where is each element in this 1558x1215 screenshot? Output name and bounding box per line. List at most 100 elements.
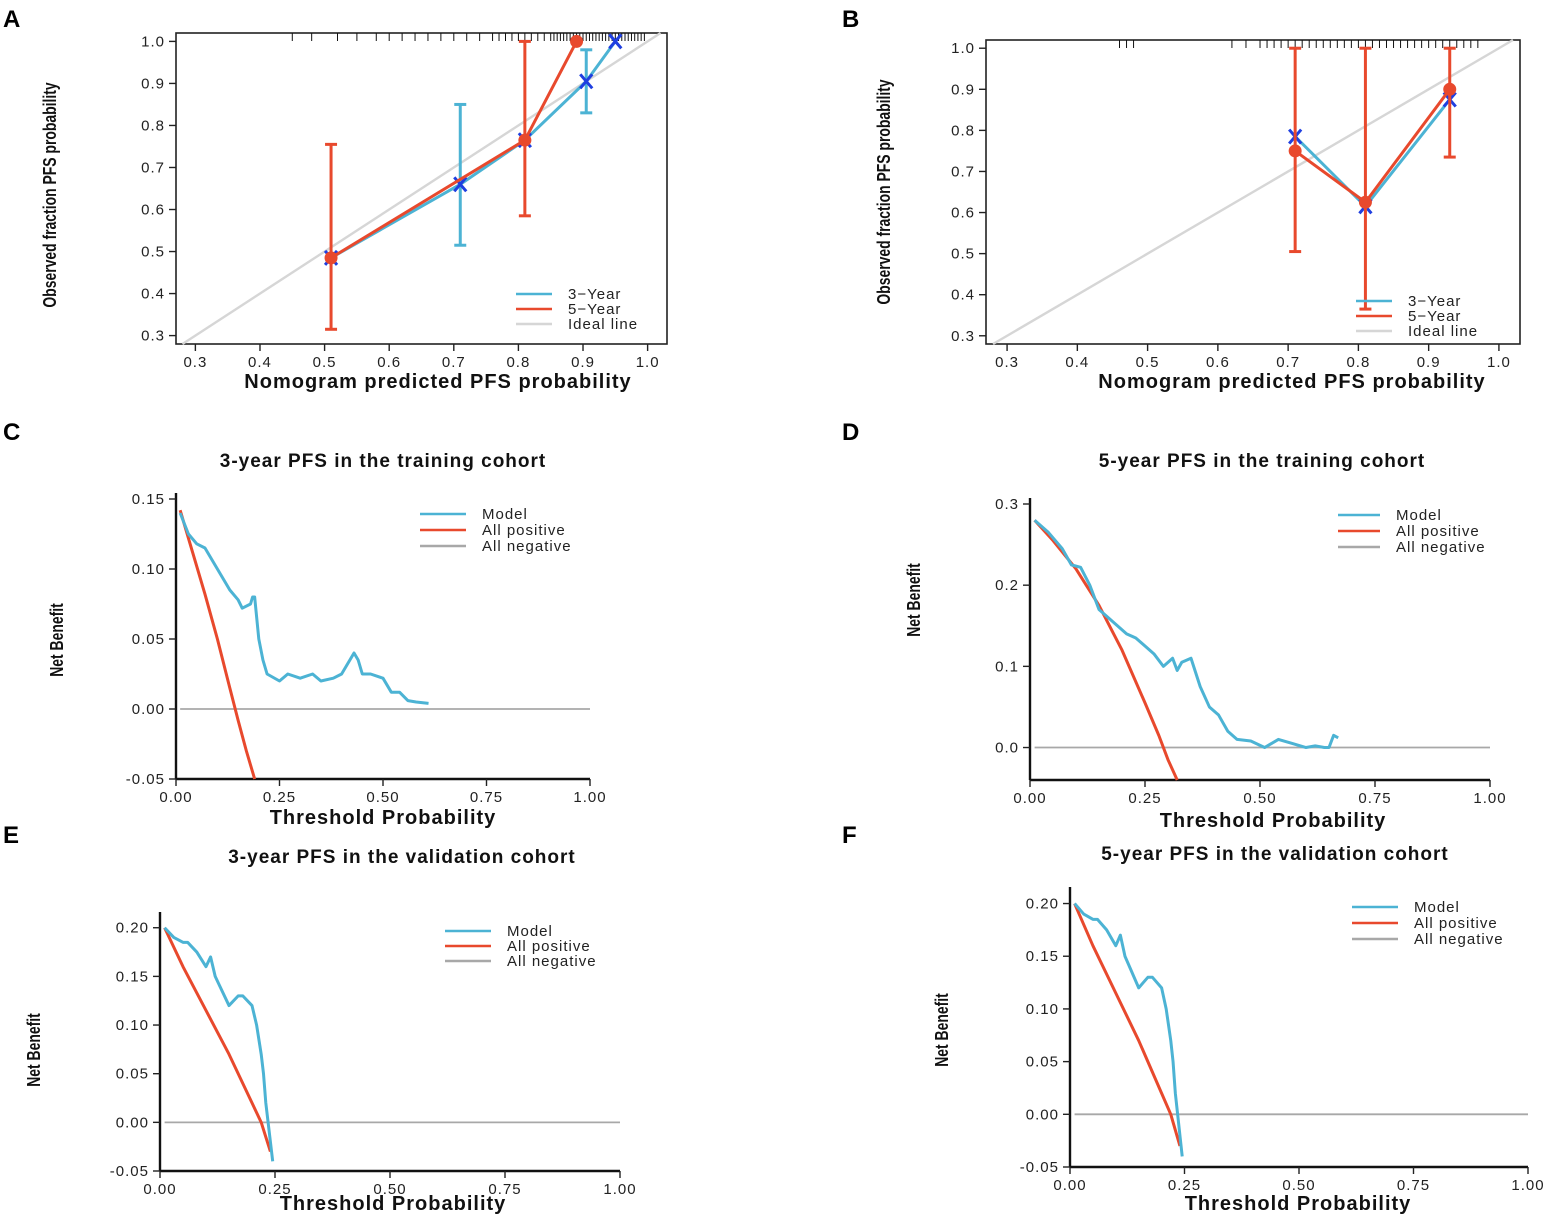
point-marker <box>570 34 584 48</box>
x-axis-label: Threshold Probability <box>1160 810 1387 832</box>
x-tick-label: 0.00 <box>143 1181 176 1198</box>
x-tick-label: 0.25 <box>1128 790 1161 807</box>
x-tick-label: 0.3 <box>995 354 1019 371</box>
x-tick-label: 1.00 <box>603 1181 636 1198</box>
x-tick-label: 0.75 <box>1358 790 1391 807</box>
x-tick-label: 0.4 <box>1065 354 1089 371</box>
y-axis-label: Observed fraction PFS probability <box>874 79 894 305</box>
x-axis-label: Threshold Probability <box>280 1193 507 1215</box>
point-marker <box>1443 82 1457 96</box>
y-tick-label: 0.9 <box>951 81 975 98</box>
y-tick-label: 0.15 <box>116 968 149 985</box>
x-tick-label: 0.7 <box>1276 354 1300 371</box>
legend-label: Model <box>1414 899 1460 916</box>
x-tick-label: 0.5 <box>313 354 337 371</box>
cross-marker <box>453 176 468 193</box>
model-curve <box>1033 519 1339 750</box>
x-tick-label: 0.75 <box>488 1181 521 1198</box>
model-curve <box>178 512 429 705</box>
x-axis-label: Threshold Probability <box>1185 1193 1412 1215</box>
y-tick-label: 1.0 <box>951 40 975 57</box>
x-tick-label: 0.7 <box>442 354 466 371</box>
y-axis-label: Net Benefit <box>24 1013 44 1087</box>
y-tick-label: 0.7 <box>141 159 165 176</box>
model-curve <box>163 926 275 1162</box>
legend-label: All positive <box>482 522 566 539</box>
y-tick-label: 0.6 <box>951 205 975 222</box>
legend-label: Model <box>482 506 528 523</box>
x-tick-label: 0.6 <box>377 354 401 371</box>
legend-label: 3−Year <box>568 286 621 303</box>
panel-e: E 3-year PFS in the validation cohort 0.00… <box>3 822 636 1215</box>
y-tick-label: 0.7 <box>951 163 975 180</box>
y-tick-label: 0.5 <box>951 246 975 263</box>
cross-marker <box>579 73 594 90</box>
legend-label: All negative <box>1396 539 1486 556</box>
x-tick-label: 0.00 <box>1053 1177 1086 1194</box>
chart-title: 3-year PFS in the validation cohort <box>228 847 576 868</box>
x-tick-label: 0.75 <box>470 789 503 806</box>
x-tick-label: 1.00 <box>1473 790 1506 807</box>
y-tick-label: 0.05 <box>132 631 165 648</box>
series-line <box>330 40 578 260</box>
y-tick-label: 0.4 <box>141 286 165 303</box>
x-tick-label: 0.3 <box>183 354 207 371</box>
series-5-year <box>324 34 584 331</box>
panel-a: A 0.3 0.4 0.5 0.6 0.7 0.8 0.9 1.0 0.3 0.4 0.5 0.6 0.7… <box>3 6 668 393</box>
y-tick-label: 0.2 <box>995 577 1019 594</box>
all-positive-curve <box>1073 902 1182 1147</box>
x-tick-label: 0.6 <box>1206 354 1230 371</box>
legend-label: All positive <box>1414 915 1498 932</box>
legend-label: Ideal line <box>1408 323 1478 340</box>
all-positive-curve <box>163 927 272 1152</box>
legend-label: All positive <box>1396 523 1480 540</box>
y-tick-label: 1.0 <box>141 33 165 50</box>
y-tick-label: 0.8 <box>951 122 975 139</box>
panel-label: A <box>3 6 20 33</box>
series-3-year <box>323 33 623 266</box>
y-tick-label: 0.9 <box>141 75 165 92</box>
chart-title: 5-year PFS in the validation cohort <box>1101 844 1449 865</box>
legend-label: All negative <box>1414 931 1504 948</box>
y-tick-label: 0.05 <box>116 1066 149 1083</box>
point-marker <box>1288 144 1302 158</box>
series-5-year <box>1288 46 1457 311</box>
x-tick-label: 0.00 <box>1013 790 1046 807</box>
y-tick-label: 0.15 <box>1026 948 1059 965</box>
y-tick-label: 0.10 <box>116 1017 149 1034</box>
x-tick-label: 0.25 <box>263 789 296 806</box>
y-tick-label: 0.20 <box>1026 896 1059 913</box>
y-axis-label: Net Benefit <box>932 993 952 1067</box>
legend-label: 3−Year <box>1408 293 1461 310</box>
y-tick-label: 0.1 <box>995 658 1019 675</box>
cross-marker <box>608 33 623 50</box>
legend-label: Model <box>507 923 553 940</box>
y-tick-label: -0.05 <box>110 1163 149 1180</box>
chart-title: 5-year PFS in the training cohort <box>1099 451 1426 472</box>
x-tick-label: 0.50 <box>1243 790 1276 807</box>
y-tick-label: -0.05 <box>1020 1159 1059 1176</box>
y-axis-label: Net Benefit <box>904 563 924 637</box>
x-axis-label: Threshold Probability <box>270 807 497 829</box>
panel-f: F 5-year PFS in the validation cohort 0.00… <box>842 822 1544 1215</box>
y-axis-label: Net Benefit <box>47 603 67 677</box>
x-tick-label: 1.0 <box>1487 354 1511 371</box>
legend-label: All negative <box>507 953 597 970</box>
panel-d: D 5-year PFS in the training cohort 0.00 0.… <box>842 419 1506 832</box>
x-tick-label: 0.4 <box>248 354 272 371</box>
point-marker <box>1358 195 1372 209</box>
legend-label: 5−Year <box>568 301 621 318</box>
x-tick-label: 0.8 <box>1346 354 1370 371</box>
y-tick-label: 0.00 <box>132 701 165 718</box>
x-tick-label: 0.9 <box>571 354 595 371</box>
y-axis-label: Observed fraction PFS probability <box>40 82 60 308</box>
y-tick-label: 0.00 <box>1026 1106 1059 1123</box>
x-tick-label: 0.75 <box>1397 1177 1430 1194</box>
x-axis-label: Nomogram predicted PFS probability <box>244 371 631 393</box>
y-tick-label: 0.0 <box>995 740 1019 757</box>
